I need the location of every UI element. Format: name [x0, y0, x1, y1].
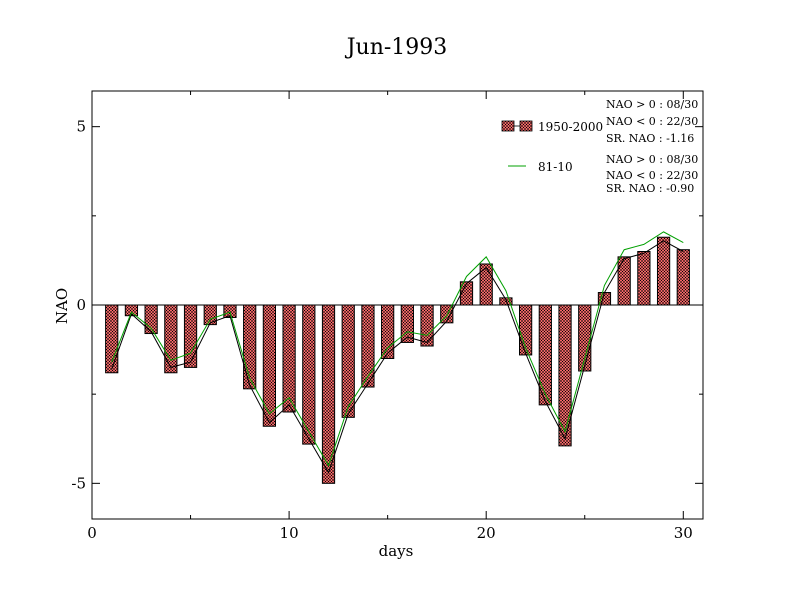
chart-title: Jun-1993 — [345, 35, 448, 60]
legend: 1950-2000 81-10 — [501, 120, 603, 174]
bar-day — [282, 304, 296, 413]
x-tick-label: 30 — [674, 524, 693, 542]
x-axis-label: days — [379, 542, 414, 560]
y-tick-label: 5 — [76, 118, 86, 136]
bar-series — [105, 236, 690, 484]
bar-day — [361, 304, 375, 388]
bar-day — [144, 304, 158, 335]
stat-set2-sr: SR. NAO : -0.90 — [606, 182, 694, 195]
y-tick-label: 0 — [76, 296, 86, 314]
bar-day — [578, 304, 592, 372]
bar-day — [676, 249, 690, 306]
bar-day — [302, 304, 316, 445]
bar-day — [243, 304, 257, 390]
stat-set1-neg: NAO < 0 : 22/30 — [606, 115, 698, 128]
line-series-black — [111, 240, 684, 474]
axis-ticks: 0 10 20 30 -5 0 5 — [71, 91, 703, 542]
line-series — [111, 231, 684, 474]
bar-day — [637, 251, 651, 306]
y-tick-label: -5 — [71, 474, 86, 492]
legend-swatch-bars-2 — [519, 120, 533, 132]
stat-set2-neg: NAO < 0 : 22/30 — [606, 169, 698, 182]
bar-day — [164, 304, 178, 374]
bar-day — [479, 263, 493, 306]
bar-day — [105, 304, 119, 374]
stat-set1-sr: SR. NAO : -1.16 — [606, 132, 694, 145]
bar-day — [617, 256, 631, 306]
y-axis-label: NAO — [53, 288, 71, 324]
bar-day — [656, 236, 671, 306]
x-tick-label: 0 — [87, 524, 97, 542]
bar-day — [183, 304, 198, 368]
legend-label-line: 81-10 — [538, 160, 573, 174]
stats-block: NAO > 0 : 08/30 NAO < 0 : 22/30 SR. NAO … — [606, 98, 698, 195]
legend-swatch-bars — [501, 120, 515, 132]
line-series-81-10 — [111, 231, 684, 467]
stat-set2-pos: NAO > 0 : 08/30 — [606, 153, 698, 166]
bar-day — [420, 304, 434, 347]
bar-day — [321, 304, 336, 484]
x-tick-label: 10 — [280, 524, 299, 542]
bar-day — [381, 304, 395, 359]
bar-day — [262, 304, 276, 427]
x-tick-label: 20 — [477, 524, 496, 542]
legend-label-bars: 1950-2000 — [538, 120, 603, 134]
stat-set1-pos: NAO > 0 : 08/30 — [606, 98, 698, 111]
